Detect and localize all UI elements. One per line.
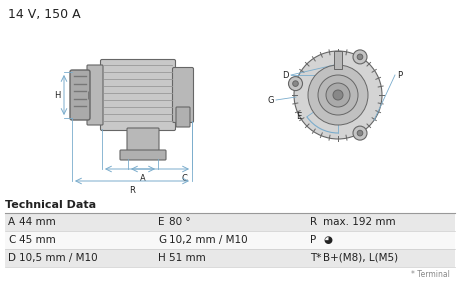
Circle shape xyxy=(293,51,381,139)
Text: Technical Data: Technical Data xyxy=(5,200,96,210)
Bar xyxy=(5,249,454,267)
FancyBboxPatch shape xyxy=(120,150,166,160)
Bar xyxy=(5,231,454,249)
FancyBboxPatch shape xyxy=(172,68,193,122)
Text: R: R xyxy=(309,217,316,227)
FancyBboxPatch shape xyxy=(127,128,159,152)
Circle shape xyxy=(325,83,349,107)
Circle shape xyxy=(357,54,362,60)
Text: C: C xyxy=(8,235,15,245)
Bar xyxy=(5,213,454,231)
Text: A: A xyxy=(8,217,15,227)
Circle shape xyxy=(288,77,302,91)
Circle shape xyxy=(332,90,342,100)
Text: 44 mm: 44 mm xyxy=(19,217,56,227)
Text: G: G xyxy=(157,235,166,245)
Circle shape xyxy=(352,50,366,64)
Text: 14 V, 150 A: 14 V, 150 A xyxy=(8,8,80,21)
Text: B+(M8), L(M5): B+(M8), L(M5) xyxy=(322,253,397,263)
Text: 10,2 mm / M10: 10,2 mm / M10 xyxy=(168,235,247,245)
Text: E: E xyxy=(296,112,301,121)
Text: G: G xyxy=(267,95,274,104)
Text: T*: T* xyxy=(309,253,321,263)
FancyBboxPatch shape xyxy=(70,70,90,120)
Text: R: R xyxy=(129,186,134,195)
Text: H: H xyxy=(55,91,61,99)
Circle shape xyxy=(308,65,367,125)
Text: P: P xyxy=(396,71,401,80)
Circle shape xyxy=(352,126,366,140)
Text: 51 mm: 51 mm xyxy=(168,253,205,263)
Text: C: C xyxy=(181,174,186,183)
Text: * Terminal: * Terminal xyxy=(410,270,449,279)
Circle shape xyxy=(357,130,362,136)
Text: P: P xyxy=(309,235,316,245)
Text: 80 °: 80 ° xyxy=(168,217,190,227)
Text: 45 mm: 45 mm xyxy=(19,235,56,245)
Text: A: A xyxy=(140,174,146,183)
Circle shape xyxy=(317,75,357,115)
Text: ◕: ◕ xyxy=(322,235,331,245)
FancyBboxPatch shape xyxy=(176,107,190,127)
Text: max. 192 mm: max. 192 mm xyxy=(322,217,395,227)
Text: E: E xyxy=(157,217,164,227)
Bar xyxy=(333,51,341,69)
Text: H: H xyxy=(157,253,165,263)
Text: D: D xyxy=(8,253,16,263)
Circle shape xyxy=(292,81,297,86)
Text: D: D xyxy=(282,71,288,80)
FancyBboxPatch shape xyxy=(100,60,175,130)
FancyBboxPatch shape xyxy=(87,65,103,125)
Text: 10,5 mm / M10: 10,5 mm / M10 xyxy=(19,253,97,263)
